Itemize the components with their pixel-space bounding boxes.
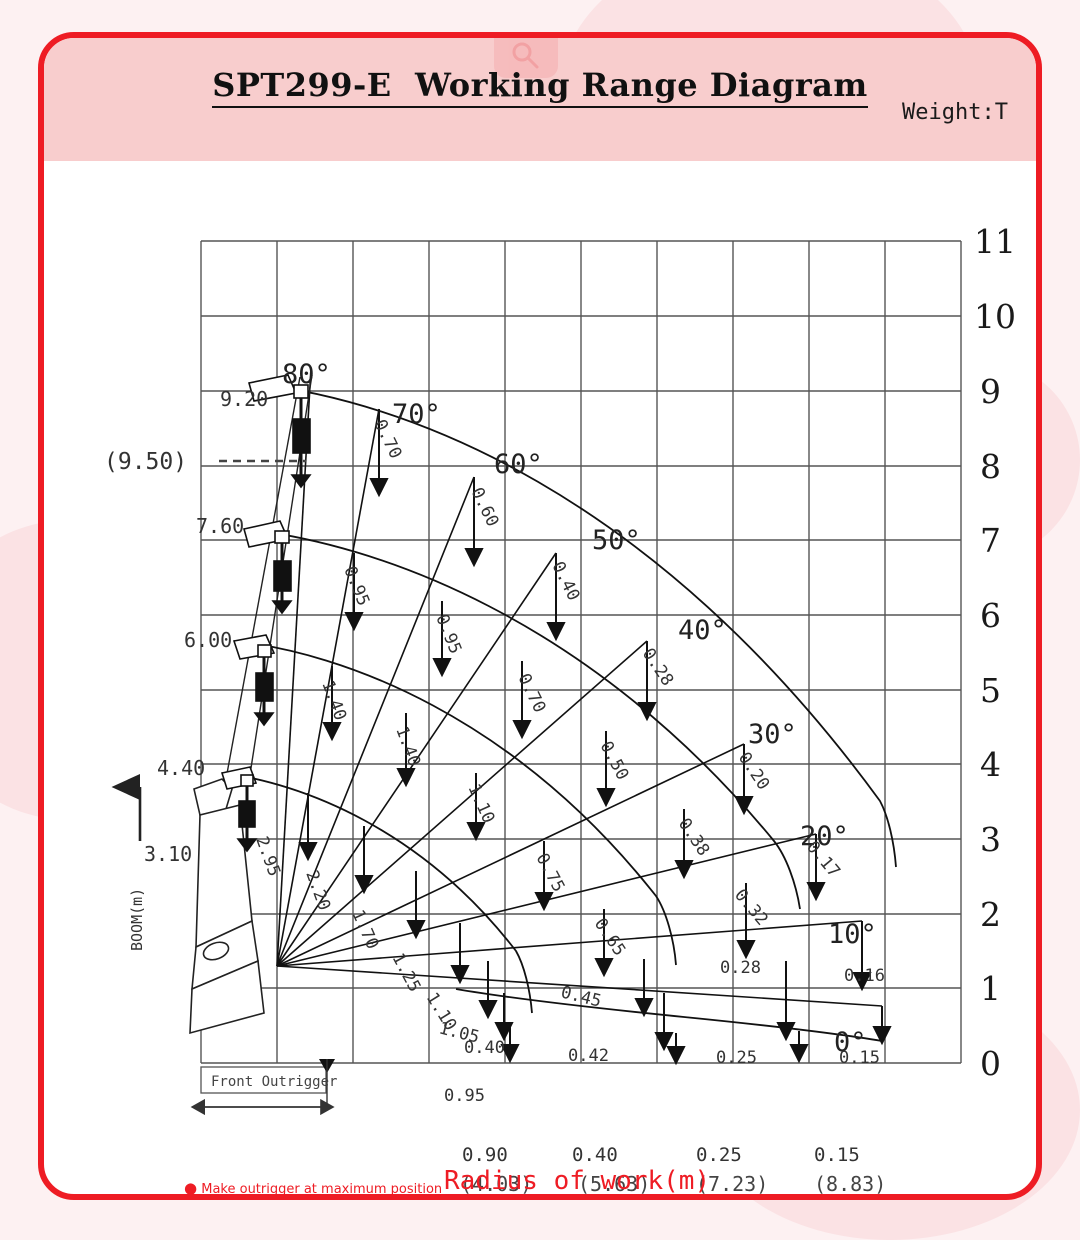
grid-lines	[200, 240, 962, 1064]
load-label: 0.38	[674, 815, 713, 860]
angle-label: 60°	[494, 449, 543, 480]
max-radius-load: 0.25	[696, 1144, 742, 1166]
model-name: SPT299-E	[212, 66, 392, 104]
load-label: 0.16	[844, 966, 885, 986]
boom-length-label: 7.60	[196, 514, 244, 538]
y-tick: 0	[980, 1044, 1001, 1083]
load-label: 0.28	[720, 958, 761, 978]
boom-length-label: 4.40	[157, 756, 205, 780]
boom-length-label: 6.00	[184, 628, 232, 652]
front-outrigger-label: Front Outrigger	[211, 1074, 337, 1090]
boom-length-arcs	[221, 382, 897, 1042]
load-label: 0.15	[839, 1048, 880, 1068]
load-label: 0.25	[716, 1048, 757, 1068]
angle-label: 80°	[282, 359, 331, 390]
y-tick: 3	[980, 820, 1001, 859]
x-axis-title: Radius of work(m)	[444, 1166, 711, 1196]
radius-mark: (4.03)	[460, 1172, 532, 1196]
axis-tick-labels: 0 1 2 3 4 5 6 7 8 9 10 0 1 2 3	[974, 222, 1016, 1083]
load-label: 2.20	[301, 868, 334, 913]
angle-label: 20°	[800, 821, 849, 852]
weight-unit-label: Weight:T	[902, 100, 1008, 125]
angle-label: 70°	[392, 399, 441, 430]
y-tick: 2	[980, 895, 1001, 934]
y-tick: 6	[980, 596, 1001, 635]
load-label: 0.32	[730, 885, 772, 929]
max-radius-load: 0.15	[814, 1144, 860, 1166]
boom-length-label: 3.10	[144, 842, 192, 866]
search-icon[interactable]	[494, 38, 558, 78]
radius-mark: (7.23)	[696, 1172, 768, 1196]
footnote: ● Make outrigger at maximum position	[184, 1179, 443, 1197]
working-range-chart: 9.20 7.60 6.00 4.40 3.10 (9.50) 80° 70° …	[44, 161, 1036, 1197]
page-title: SPT299-E Working Range Diagram	[44, 66, 1036, 108]
load-label: 0.60	[467, 484, 503, 530]
hook-blocks	[220, 374, 312, 853]
crane-illustration	[189, 374, 313, 1035]
y-tick: 10	[974, 297, 1016, 336]
y-tick: 11	[974, 222, 1016, 261]
title-text: Working Range Diagram	[414, 66, 868, 104]
load-label: 2.95	[251, 834, 284, 879]
footnote-text: Make outrigger at maximum position	[201, 1182, 443, 1197]
boom-length-label: 9.20	[220, 387, 268, 411]
front-outrigger-dimension	[190, 1059, 335, 1116]
load-label: 0.40	[464, 1038, 505, 1058]
load-label: 1.40	[391, 724, 424, 769]
angle-label: 10°	[828, 919, 877, 950]
chart-text-labels: 9.20 7.60 6.00 4.40 3.10 (9.50) 80° 70° …	[104, 359, 886, 1196]
radius-mark: (8.83)	[814, 1172, 886, 1196]
load-label: 0.28	[638, 645, 677, 690]
load-point-markers	[298, 409, 892, 1066]
max-height-label: (9.50)	[104, 449, 187, 475]
load-label: 0.95	[444, 1086, 485, 1106]
load-label: 0.70	[514, 670, 550, 716]
chart-svg: 9.20 7.60 6.00 4.40 3.10 (9.50) 80° 70° …	[104, 222, 1016, 1196]
y-tick: 5	[980, 671, 1001, 710]
max-radius-load: 0.40	[572, 1144, 618, 1166]
load-label: 0.75	[532, 850, 569, 896]
load-label: 0.20	[734, 749, 773, 794]
y-tick: 9	[980, 372, 1001, 411]
angle-label: 40°	[678, 615, 727, 646]
load-label: 0.42	[568, 1046, 609, 1066]
load-label: 0.65	[590, 915, 629, 960]
boom-angle-lines	[276, 367, 883, 1007]
load-label: 0.40	[548, 558, 584, 604]
y-tick: 4	[980, 745, 1001, 784]
y-tick: 1	[980, 969, 1001, 1008]
footnote-bullet-icon: ●	[184, 1179, 198, 1197]
y-tick: 8	[980, 447, 1001, 486]
angle-label: 50°	[592, 525, 641, 556]
load-label: 1.10	[463, 781, 498, 827]
diagram-card: SPT299-E Working Range Diagram Weight:T	[38, 32, 1042, 1200]
angle-label: 0°	[834, 1027, 867, 1058]
load-label: 0.95	[431, 611, 465, 656]
angle-label: 30°	[748, 719, 797, 750]
max-radius-load: 0.90	[462, 1144, 508, 1166]
y-tick: 7	[980, 521, 1001, 560]
boom-axis-label: BOOM(m)	[128, 888, 146, 951]
y-tick-col: 0 1 2 3 4 5 6 7 8 9 10 11	[974, 222, 1016, 1083]
radius-mark: (5.63)	[578, 1172, 650, 1196]
load-label: 0.50	[596, 738, 633, 784]
